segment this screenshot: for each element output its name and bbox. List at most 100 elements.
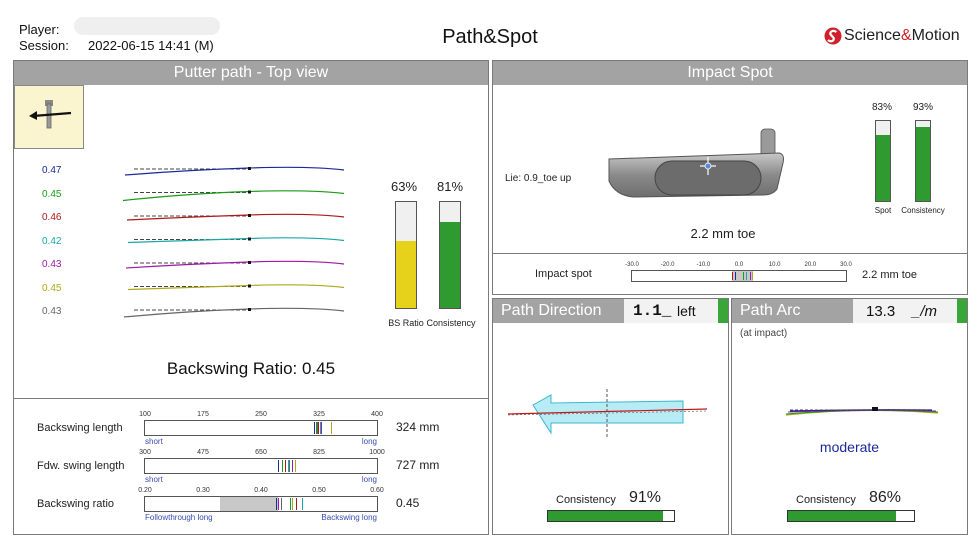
path-direction-title: Path Direction — [501, 302, 602, 319]
crosshair-icon — [700, 157, 716, 175]
metric-marker — [294, 460, 296, 472]
metric-tick-label: 650 — [255, 449, 267, 456]
stroke-value: 0.43 — [42, 259, 62, 270]
metric-marker — [292, 460, 294, 472]
putter-path-title: Putter path - Top view — [14, 61, 488, 85]
metric-row: Fdw. swing length 300 475 650 825 1000 short lo… — [14, 449, 488, 488]
metric-right-text: Backswing long — [321, 513, 377, 522]
metric-tick-label: 0.20 — [138, 487, 152, 494]
impact-tick-label: -10.0 — [696, 262, 711, 268]
stroke-value: 0.46 — [42, 212, 62, 223]
metric-tick-label: 0.50 — [312, 487, 326, 494]
stroke-impact-marker — [248, 261, 251, 264]
stroke-value: 0.42 — [42, 235, 62, 247]
brand-name-tail: Motion — [911, 27, 960, 44]
player-name-field — [74, 17, 220, 35]
path-arc-rating: moderate — [819, 439, 880, 455]
metric-label: Backswing ratio — [37, 498, 115, 510]
metric-marker — [281, 460, 283, 472]
brand-name-main: Science — [844, 27, 901, 44]
swing-metrics-panel: Backswing length 100 175 250 325 400 short long… — [13, 398, 489, 535]
path-direction-consistency-label: Consistency — [556, 494, 616, 506]
path-arc-diagram — [785, 407, 939, 416]
metric-target-band — [220, 497, 279, 511]
metric-value: 0.45 — [396, 496, 420, 510]
metric-tick-label: 0.30 — [196, 487, 210, 494]
metric-marker — [278, 460, 280, 472]
player-label: Player: — [19, 22, 60, 37]
metric-marker — [291, 498, 293, 510]
lie-text: Lie: 0.9_toe up — [505, 173, 572, 184]
bs-ratio-percent: 63% — [390, 179, 418, 194]
path-direction-panel: Path Direction 1.1_ left 1.1_ left Consi… — [492, 298, 729, 535]
metric-marker — [275, 498, 277, 510]
metric-marker — [284, 460, 286, 472]
metric-row: Backswing length 100 175 250 325 400 short long… — [14, 411, 488, 450]
metric-label: Fdw. swing length — [37, 460, 125, 472]
path-direction-unit-text: left — [677, 303, 696, 319]
impact-tick-label: 0.0 — [734, 262, 744, 268]
path-arc-title: Path Arc — [740, 302, 801, 319]
impact-tick-label: 20.0 — [804, 262, 817, 268]
impact-center-text: 2.2 mm toe — [690, 226, 756, 241]
stroke-path — [123, 307, 345, 318]
metric-tick-label: 0.60 — [370, 487, 384, 494]
impact-spot-title: Impact Spot — [493, 61, 967, 85]
stroke-path — [127, 284, 345, 291]
spot-label: Spot — [874, 206, 892, 215]
impact-marker — [751, 272, 753, 280]
stroke-impact-marker — [248, 308, 251, 311]
metric-marker — [318, 422, 320, 434]
brand-name-amp: & — [900, 27, 912, 44]
metric-marker — [287, 460, 289, 472]
path-direction-consistency-bar — [547, 510, 675, 522]
page-title: Path&Spot — [442, 26, 538, 48]
metric-marker — [289, 460, 291, 472]
metric-tick-label: 325 — [313, 411, 325, 418]
stroke-path — [127, 237, 345, 244]
putter-consistency-percent: 81% — [436, 179, 464, 194]
impact-scale-value: 2.2 mm toe — [862, 269, 918, 281]
session-value: 2022-06-15 14:41 (M) — [88, 38, 214, 53]
impact-tick-label: 30.0 — [840, 262, 852, 268]
metric-scale-bar: 300 475 650 825 1000 short long — [139, 449, 385, 484]
impact-tick-label: 10.0 — [768, 262, 781, 268]
stroke-impact-marker — [248, 284, 251, 288]
putter-consistency-bar — [439, 201, 461, 309]
bs-ratio-label: BS Ratio — [388, 318, 424, 328]
stroke-impact-marker — [248, 190, 251, 194]
metric-marker — [315, 422, 317, 434]
impact-consistency-bar — [915, 120, 931, 202]
impact-marker — [731, 272, 733, 280]
metric-tick-label: 250 — [255, 411, 267, 418]
putter-direction-icon[interactable] — [14, 85, 84, 149]
path-arc-panel: Path Arc 13.3 _/m (at impact) moderate C… — [731, 298, 968, 535]
path-arc-value: 13.3 — [866, 303, 896, 320]
metric-left-text: Followthrough long — [145, 513, 213, 522]
brand-name: Science&Motion — [844, 27, 960, 45]
stroke-paths-plot — [122, 166, 345, 318]
metric-marker — [319, 422, 321, 434]
metric-tick-label: 400 — [371, 411, 383, 418]
impact-scale-label: Impact spot — [535, 268, 592, 280]
metric-marker — [316, 422, 318, 434]
session-label: Session: — [19, 38, 69, 53]
bs-ratio-bar — [395, 201, 417, 309]
path-arc-subtext: (at impact) — [740, 328, 788, 339]
metric-value: 324 mm — [396, 420, 440, 434]
impact-scale-panel: Impact spot -30.0 -20.0 -10.0 0.0 10.0 20.0 30… — [492, 253, 968, 295]
path-arc-consistency-label: Consistency — [796, 494, 856, 506]
path-direction-value-bg — [624, 299, 728, 323]
stroke-values-list: 0.47 0.45 0.46 0.42 0.43 0.45 0.43 — [38, 165, 78, 325]
path-direction-value-text: 1.1_ — [633, 302, 672, 320]
brand-logo-icon — [824, 27, 842, 45]
impact-marker — [735, 272, 737, 280]
metric-marker — [330, 422, 332, 434]
impact-spot-panel: Impact Spot Lie: 0.9_toe up 2.2 mm toe 8… — [492, 60, 968, 254]
metric-scale-bar: 100 175 250 325 400 short long — [139, 411, 383, 446]
metric-tick-label: 100 — [139, 411, 151, 418]
metric-tick-label: 475 — [197, 449, 209, 456]
metric-marker — [321, 422, 323, 434]
metric-marker — [301, 498, 303, 510]
stroke-value: 0.47 — [42, 165, 62, 176]
